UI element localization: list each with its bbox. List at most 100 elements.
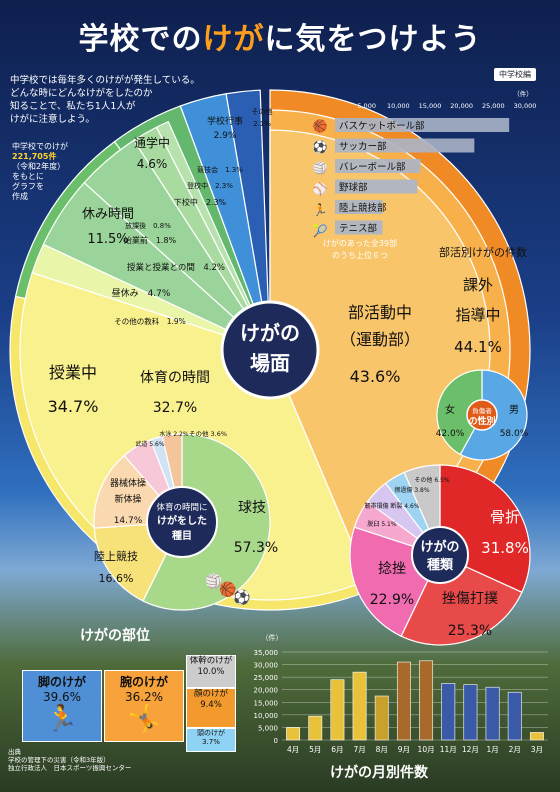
club-bar-1 (335, 138, 475, 153)
injury-label-sprain: 捻挫 (378, 561, 406, 577)
club-bar-4 (335, 200, 383, 214)
month-bar-10 (507, 691, 522, 741)
injury-title-1: けがの (420, 539, 459, 555)
month-bar-5 (396, 661, 411, 741)
injury-label-ligament: 靭帯損傷 断裂 4.6% (364, 502, 419, 510)
club-bar-3 (335, 179, 418, 194)
month-label-8: 12月 (462, 745, 479, 754)
value-class: 34.7% (48, 397, 99, 416)
pe-title-1: 体育の時間に (156, 502, 207, 513)
value-commute: 4.6% (137, 157, 168, 171)
injury-value-sprain: 22.9% (370, 592, 414, 608)
intro-text: 中学校では毎年多くのけがが発生している。 どんな時にどんなけがをしたのか 知ることで… (10, 75, 200, 125)
monthly-chart-title: けがの月別件数 (330, 765, 428, 781)
month-tick-4: 20,000 (254, 687, 279, 695)
label-extra-2: 指導中 (455, 306, 500, 324)
club-bar-label-1: サッカー部 (339, 141, 387, 153)
page-title: 学校でのけがに気をつけよう (78, 22, 482, 57)
value-event: 2.9% (214, 131, 237, 141)
club-bar-label-3: 野球部 (339, 182, 368, 194)
pe-label-gym-1: 器械体操 (110, 477, 146, 489)
ball-icon-1: 🏀 (219, 580, 237, 598)
club-bar-5 (335, 220, 383, 235)
trunk-box: 体幹のけが 10.0% (186, 655, 236, 688)
label-extra-1: 課外 (463, 276, 493, 294)
label-club: 部活動中 (348, 303, 412, 322)
month-bar-3 (352, 671, 367, 741)
gender-label-m: 男 (509, 404, 519, 416)
month-bar-7 (441, 683, 456, 741)
month-label-0: 4月 (287, 745, 299, 754)
month-bar-4 (374, 695, 389, 741)
pe-value-gym: 14.7% (114, 516, 143, 526)
gender-label-f: 女 (445, 403, 455, 416)
club-bar-label-4: 陸上競技部 (339, 202, 387, 214)
sport-icon-5: 🎾 (313, 223, 328, 238)
center-label-1: けがの (240, 321, 300, 345)
club-tick-1: 10,000 (387, 102, 410, 110)
body-part-title: けがの部位 (80, 628, 150, 644)
month-tick-0: 0 (274, 737, 278, 745)
pe-label-swim: 水泳 2.2% (159, 430, 188, 438)
falling-person-icon: 🤸 (127, 704, 161, 734)
value-club: 43.6% (350, 367, 401, 386)
club-bar-0 (335, 118, 510, 132)
month-bar-1 (308, 715, 323, 741)
club-tick-0: 5,000 (357, 102, 376, 110)
pe-label-gym-2: 新体操 (114, 493, 141, 505)
center-circle (220, 300, 320, 400)
ball-icon-0: 🏐 (205, 573, 222, 590)
injury-label-other: その他 6.5% (414, 476, 449, 484)
injury-label-dislocation: 脱臼 5.1% (367, 520, 396, 528)
month-label-1: 5月 (309, 745, 321, 754)
ball-icon-2: ⚽ (232, 589, 250, 606)
sub-slice-5 (155, 120, 271, 351)
pe-value-track: 16.6% (99, 572, 134, 585)
arms-panel: 腕のけが 36.2% 🤸 (104, 670, 184, 742)
month-tick-1: 5,000 (258, 724, 278, 732)
gender-center (466, 399, 498, 431)
month-tick-7: 35,000 (254, 649, 279, 657)
pe-label-ball: 球技 (238, 500, 266, 516)
sport-icon-4: 🏃 (313, 203, 328, 217)
month-bar-0 (286, 727, 301, 741)
source-note: 出典 学校の管理下の災害（令和3年版） 独立行政法人 日本スポーツ振興センター (8, 748, 132, 772)
pe-label-budo: 武道 5.6% (135, 440, 164, 448)
month-label-9: 1月 (486, 745, 498, 754)
month-label-11: 3月 (531, 745, 543, 754)
club-title: 部活別けがの件数 (439, 245, 527, 259)
month-tick-3: 15,000 (254, 699, 279, 707)
month-label-6: 10月 (418, 745, 435, 754)
month-label-7: 11月 (440, 745, 457, 754)
head-box: 頭のけが 3.7% (186, 728, 236, 752)
gender-slice-1 (436, 369, 483, 456)
sport-icon-0: 🏀 (313, 118, 328, 134)
month-tick-6: 30,000 (254, 662, 279, 670)
month-label-10: 2月 (509, 745, 521, 754)
pe-title-3: 種目 (172, 529, 192, 542)
month-bar-11 (529, 732, 544, 741)
center-label-2: 場面 (250, 351, 290, 375)
club-note-2: のうち上位６つ (332, 250, 388, 260)
sub-label-4: 始業前 1.8% (124, 235, 177, 245)
gender-value-f: 42.0% (436, 429, 465, 439)
club-bar-label-2: バレーボール部 (339, 161, 406, 173)
club-tick-4: 25,000 (482, 102, 505, 110)
value-other: 2.1% (253, 120, 271, 128)
injury-label-abrasion: 擦過傷 3.8% (394, 486, 429, 494)
sub-label-6: 下校中 2.3% (174, 197, 227, 207)
gender-title-2: の性別 (468, 415, 495, 427)
club-bar-label-5: テニス部 (339, 223, 377, 235)
club-note-1: けがのあった全39部 (323, 238, 397, 248)
pe-label-other: その他 3.6% (189, 429, 227, 438)
pe-title-2: けがをした (157, 514, 207, 527)
injury-value-bruise: 25.3% (448, 623, 492, 639)
sport-icon-1: ⚽ (312, 140, 328, 154)
label-event: 学校行事 (207, 115, 243, 127)
month-bar-6 (419, 660, 434, 741)
pe-label-track: 陸上競技 (94, 549, 138, 563)
month-label-3: 7月 (353, 745, 365, 754)
gender-value-m: 58.0% (500, 429, 529, 439)
sub-label-8: 競技会 1.3% (197, 165, 243, 174)
